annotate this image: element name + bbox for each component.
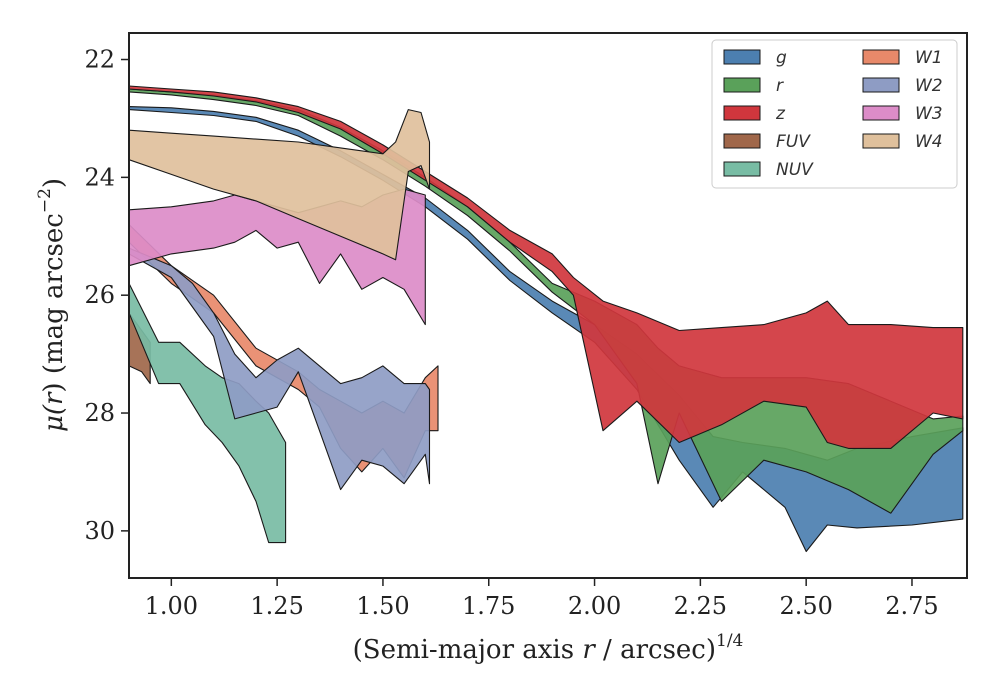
x-axis-title: (Semi-major axis r / arcsec)1/4 [353,631,744,665]
y-tick-label: 24 [84,163,115,191]
legend-label-nuv: NUV [776,160,814,180]
y-tick-label: 22 [84,46,115,74]
x-tick-label: 2.50 [779,592,832,620]
x-axis-title-exponent: 1/4 [716,631,743,651]
x-tick-label: 2.00 [568,592,621,620]
legend-label-w1: W1 [915,48,943,68]
legend-swatch-w1 [862,49,900,65]
x-axis: 1.00 1.25 1.50 1.75 2.00 2.25 2.50 2.75 [145,578,939,620]
legend-label-w3: W3 [915,104,943,124]
y-tick-label: 28 [84,399,115,427]
x-tick-label: 1.75 [462,592,515,620]
legend-label-r: r [776,76,784,96]
x-tick-label: 2.25 [674,592,727,620]
legend-label-w2: W2 [915,76,943,96]
legend-swatch-fuv [723,133,761,149]
x-axis-title-var: r [582,635,596,665]
y-axis-title: μ(r) (mag arcsec−2) [35,178,69,432]
y-tick-label: 26 [84,281,115,309]
legend-swatch-r [723,77,761,93]
x-tick-label: 1.00 [145,592,198,620]
legend-swatch-g [723,49,761,65]
series-areas [128,85,964,553]
series-band-z [128,85,964,449]
legend-swatch-z [723,105,761,121]
series-band-w4 [128,109,431,261]
y-axis-title-tail: ) (mag arcsec [39,213,69,392]
y-tick-label: 30 [84,517,115,545]
series-band-nuv [128,282,287,544]
x-axis-title-tail: / arcsec) [595,635,716,665]
legend-swatch-w3 [862,105,900,121]
legend: grz FUV NUV W1 W2 W3 W4 [711,39,958,189]
x-tick-label: 2.75 [885,592,938,620]
legend-label-z: z [775,104,786,124]
legend-swatch-nuv [723,161,761,177]
y-axis: 22 24 26 28 30 [84,46,129,545]
legend-label-g: g [776,48,787,68]
y-axis-title-close: ) [39,178,69,188]
legend-label-fuv: FUV [776,132,811,152]
legend-box [711,39,958,189]
legend-swatch-w4 [862,133,900,149]
legend-label-w4: W4 [915,132,943,152]
x-tick-label: 1.25 [250,592,303,620]
y-axis-title-mu: μ( [39,404,69,432]
series-band-w2 [128,247,431,491]
x-axis-title-main: (Semi-major axis [353,635,583,665]
legend-swatch-w2 [862,77,900,93]
plot-frame [128,32,968,579]
y-axis-title-exponent: −2 [35,188,55,213]
x-tick-label: 1.50 [356,592,409,620]
y-axis-title-var: r [39,391,69,405]
